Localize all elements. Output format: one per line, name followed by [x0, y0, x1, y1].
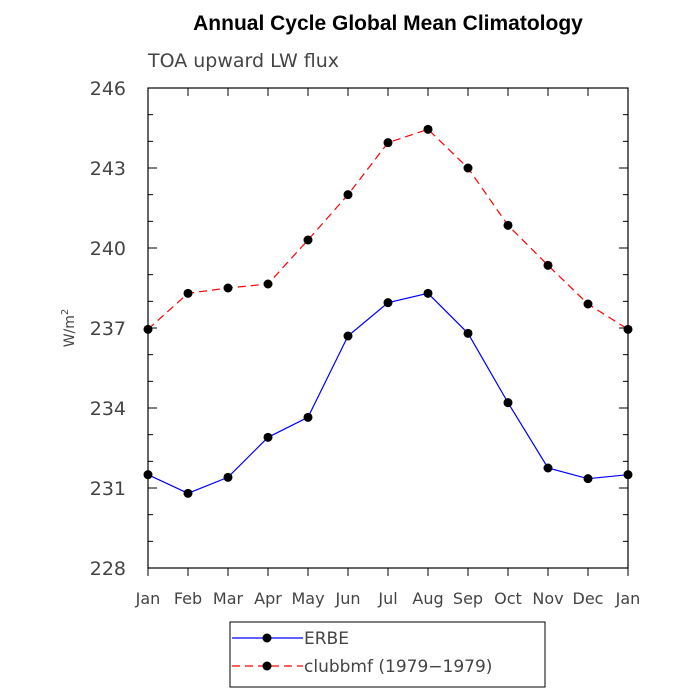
- series-1-point: [543, 260, 553, 270]
- series-1-point: [463, 163, 473, 173]
- series-0-point: [223, 472, 233, 482]
- plot-frame: [147, 87, 629, 569]
- x-tick-label: Mar: [213, 589, 244, 608]
- y-tick-label: 246: [90, 78, 126, 100]
- x-tick-label: Oct: [494, 589, 522, 608]
- legend: ERBE clubbmf (1979−1979): [229, 621, 546, 688]
- chart-subtitle: TOA upward LW flux: [147, 50, 339, 72]
- x-tick-label: Apr: [254, 589, 282, 608]
- series-0-point: [383, 298, 393, 308]
- y-axis-label: W/m2: [60, 309, 78, 348]
- x-tick-label: Jan: [615, 589, 641, 608]
- series-1-point: [383, 138, 393, 148]
- legend-label-erbe: ERBE: [304, 629, 349, 649]
- series-0-point: [583, 474, 593, 484]
- y-tick-label: 237: [90, 318, 126, 340]
- series-0-point: [463, 328, 473, 338]
- y-tick-label: 240: [90, 238, 126, 260]
- series-0-point: [623, 470, 633, 480]
- x-tick-label: Aug: [412, 589, 443, 608]
- legend-marker-erbe: [262, 633, 272, 643]
- series-line-0: [147, 292, 629, 494]
- series-0-point: [343, 331, 353, 341]
- series-1-point: [583, 299, 593, 309]
- y-axis-label-base: W/m: [62, 315, 78, 347]
- series-0-point: [543, 463, 553, 473]
- y-tick-label: 234: [90, 398, 126, 420]
- series-1-point: [263, 279, 273, 289]
- x-tick-label: Jan: [135, 589, 161, 608]
- y-tick-labels: 228 231 234 237 240 243 246: [90, 78, 126, 580]
- series-layer: [143, 124, 633, 498]
- x-tick-label: Feb: [174, 589, 202, 608]
- x-tick-label: Dec: [573, 589, 604, 608]
- series-1-point: [223, 283, 233, 293]
- legend-marker-clubbmf: [262, 661, 272, 671]
- chart-title: Annual Cycle Global Mean Climatology: [193, 12, 583, 35]
- y-tick-label: 228: [90, 558, 126, 580]
- legend-box: [229, 621, 546, 688]
- series-0-point: [303, 412, 313, 422]
- series-1-point: [623, 324, 633, 334]
- series-1-point: [303, 235, 313, 245]
- series-0-point: [423, 288, 433, 298]
- x-tick-labels: Jan Feb Mar Apr May Jun Jul Aug Sep Oct Nov Dec Jan: [135, 589, 641, 608]
- series-1-point: [143, 324, 153, 334]
- y-axis-label-superscript: 2: [60, 309, 71, 315]
- series-1-point: [423, 124, 433, 134]
- series-1-point: [343, 190, 353, 200]
- series-0-point: [503, 398, 513, 408]
- x-tick-label: May: [291, 589, 324, 608]
- y-tick-label: 231: [90, 478, 126, 500]
- x-tick-label: Sep: [453, 589, 483, 608]
- legend-label-clubbmf: clubbmf (1979−1979): [304, 657, 492, 677]
- series-1-point: [183, 288, 193, 298]
- x-tick-label: Nov: [532, 589, 563, 608]
- x-tick-label: Jul: [377, 589, 397, 608]
- y-tick-label: 243: [90, 158, 126, 180]
- x-tick-label: Jun: [335, 589, 361, 608]
- series-0-point: [143, 470, 153, 480]
- series-0-point: [183, 488, 193, 498]
- series-1-point: [503, 220, 513, 230]
- series-0-point: [263, 432, 273, 442]
- axis-ticks: [147, 87, 629, 576]
